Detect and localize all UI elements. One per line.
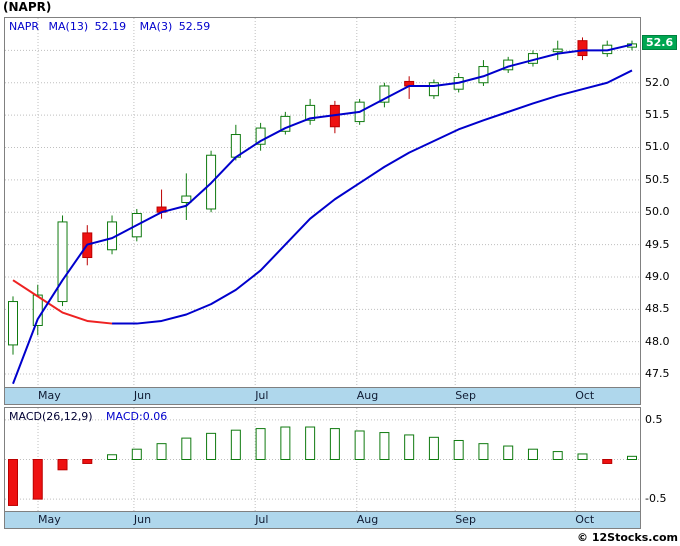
last-price-badge: 52.6 [642,34,678,50]
price-tick-label: 50.0 [645,205,670,219]
month-label-oct: Oct [575,513,595,526]
month-label-jul: Jul [255,389,269,402]
ma13-value: 52.19 [94,20,127,33]
month-label-may: May [38,389,61,402]
price-panel: NAPR MA(13) 52.19 MA(3) 52.59 May Jun Jul A… [4,17,641,405]
page-title: (NAPR) [3,0,52,14]
price-y-axis: 52.0 51.5 51.0 50.5 50.0 49.5 49.0 48.5 48.0 47.5… [642,17,679,388]
price-tick-label: 48.5 [645,302,670,316]
price-month-axis: May Jun Jul Aug Sep Oct [4,388,641,405]
price-chart-svg [5,18,640,387]
price-tick-label: 48.0 [645,334,670,348]
month-label-jul: Jul [255,513,269,526]
macd-value: MACD:0.06 [106,410,168,423]
price-plot: NAPR MA(13) 52.19 MA(3) 52.59 [4,17,641,388]
macd-tick-label: 0.5 [645,412,663,426]
macd-y-axis: 0.5 -0.5 [645,407,679,512]
month-label-aug: Aug [356,513,379,526]
ma3-value: 52.59 [178,20,211,33]
macd-title: MACD(26,12,9) [9,410,93,423]
month-label-may: May [38,513,61,526]
macd-tick-label: -0.5 [645,492,667,506]
price-tick-label: 47.5 [645,367,670,381]
macd-panel: MACD(26,12,9) MACD:0.06 May Jun Jul Aug Sep O… [4,407,641,529]
symbol-label: NAPR [9,20,40,33]
price-tick-label: 52.0 [645,75,670,89]
ma3-label: MA(3) [139,20,173,33]
copyright: © 12Stocks.com [577,531,678,544]
price-tick-label: 51.0 [645,140,670,154]
price-tick-label: 49.0 [645,269,670,283]
macd-chart-svg [5,408,640,511]
macd-month-axis: May Jun Jul Aug Sep Oct [4,512,641,529]
macd-plot: MACD(26,12,9) MACD:0.06 [4,407,641,512]
month-label-jun: Jun [133,513,152,526]
month-label-jun: Jun [133,389,152,402]
month-label-sep: Sep [455,513,476,526]
month-label-sep: Sep [455,389,476,402]
price-tick-label: 49.5 [645,237,670,251]
ma13-label: MA(13) [48,20,89,33]
price-chart-header: NAPR MA(13) 52.19 MA(3) 52.59 [9,20,216,33]
month-label-oct: Oct [575,389,595,402]
price-tick-label: 50.5 [645,172,670,186]
price-tick-label: 51.5 [645,108,670,122]
month-label-aug: Aug [356,389,379,402]
macd-chart-header: MACD(26,12,9) MACD:0.06 [9,410,173,423]
